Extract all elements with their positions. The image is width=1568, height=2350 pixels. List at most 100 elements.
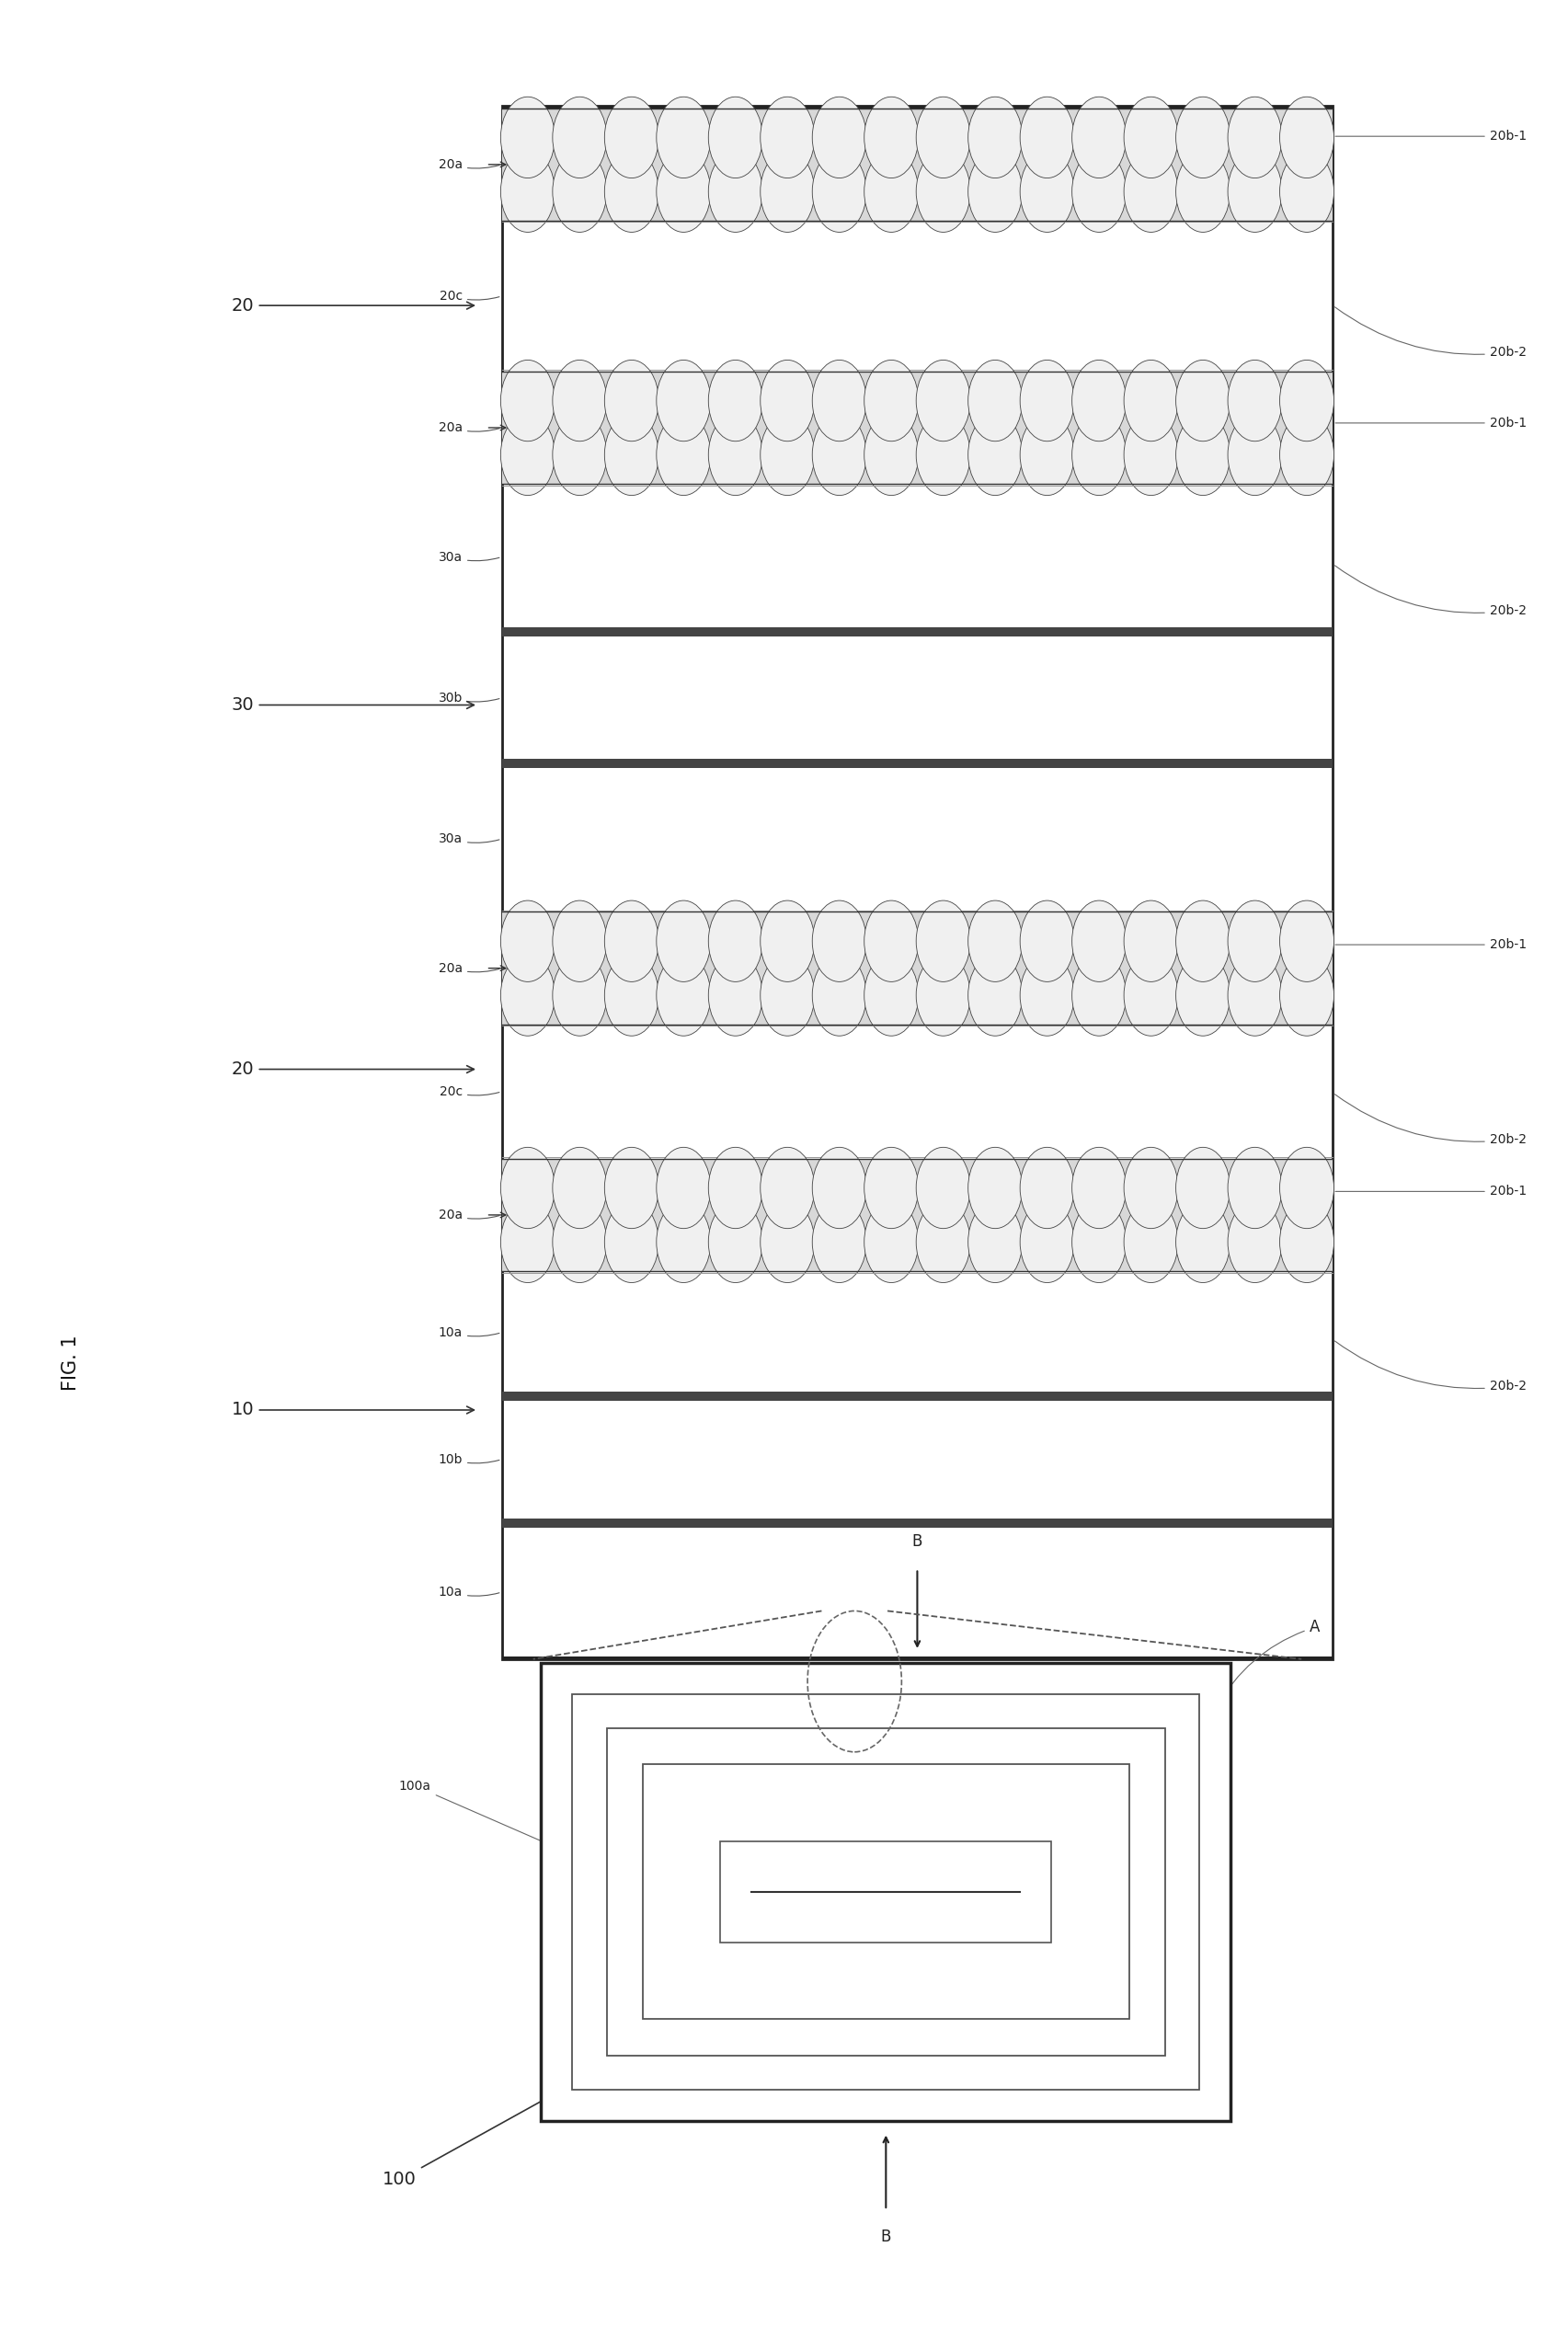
Circle shape xyxy=(500,900,555,982)
Circle shape xyxy=(657,1201,710,1283)
Bar xyxy=(541,1664,1231,2120)
Text: 20b-1: 20b-1 xyxy=(1336,129,1527,143)
Circle shape xyxy=(864,96,919,179)
Circle shape xyxy=(552,414,607,496)
Bar xyxy=(502,106,1333,1659)
Circle shape xyxy=(552,150,607,233)
Text: 20b-1: 20b-1 xyxy=(1336,1184,1527,1198)
Text: 20c: 20c xyxy=(439,289,499,303)
Text: 20c: 20c xyxy=(439,1086,499,1097)
Circle shape xyxy=(605,360,659,442)
Circle shape xyxy=(1279,360,1334,442)
Bar xyxy=(502,759,1333,768)
Circle shape xyxy=(1021,414,1074,496)
Circle shape xyxy=(1124,1147,1178,1229)
Text: 30a: 30a xyxy=(439,832,499,846)
Circle shape xyxy=(1021,96,1074,179)
Text: 20: 20 xyxy=(232,296,474,315)
Circle shape xyxy=(760,360,814,442)
Circle shape xyxy=(1176,150,1229,233)
Bar xyxy=(572,1694,1200,2089)
Circle shape xyxy=(1279,96,1334,179)
Circle shape xyxy=(500,360,555,442)
Circle shape xyxy=(1124,360,1178,442)
Circle shape xyxy=(1279,954,1334,1036)
Circle shape xyxy=(1279,150,1334,233)
Circle shape xyxy=(500,954,555,1036)
Circle shape xyxy=(864,360,919,442)
Text: 10b: 10b xyxy=(437,1452,499,1466)
Bar xyxy=(643,1765,1129,2019)
Circle shape xyxy=(1073,900,1126,982)
Circle shape xyxy=(552,954,607,1036)
Circle shape xyxy=(1228,360,1283,442)
Bar xyxy=(720,1842,1052,1941)
Circle shape xyxy=(605,414,659,496)
Bar xyxy=(502,912,1333,1025)
Circle shape xyxy=(605,900,659,982)
Circle shape xyxy=(1124,150,1178,233)
Circle shape xyxy=(605,1147,659,1229)
Circle shape xyxy=(916,1147,971,1229)
Text: 20a: 20a xyxy=(439,157,499,172)
Circle shape xyxy=(1176,414,1229,496)
Text: 20b-1: 20b-1 xyxy=(1336,416,1527,430)
Circle shape xyxy=(760,414,814,496)
Circle shape xyxy=(709,414,762,496)
Circle shape xyxy=(1124,414,1178,496)
Text: B: B xyxy=(881,2228,891,2247)
Circle shape xyxy=(760,954,814,1036)
Circle shape xyxy=(1228,414,1283,496)
Circle shape xyxy=(1279,900,1334,982)
Circle shape xyxy=(500,96,555,179)
Bar xyxy=(502,1159,1333,1271)
Circle shape xyxy=(1021,900,1074,982)
Circle shape xyxy=(1176,900,1229,982)
Circle shape xyxy=(605,954,659,1036)
Text: 100: 100 xyxy=(383,2094,554,2188)
Circle shape xyxy=(1228,1201,1283,1283)
Circle shape xyxy=(1176,1147,1229,1229)
Text: 30a: 30a xyxy=(439,550,499,564)
Circle shape xyxy=(1279,1147,1334,1229)
Circle shape xyxy=(1228,96,1283,179)
Circle shape xyxy=(864,414,919,496)
Text: 10a: 10a xyxy=(439,1586,499,1598)
Circle shape xyxy=(1228,900,1283,982)
Circle shape xyxy=(1228,150,1283,233)
Circle shape xyxy=(552,1201,607,1283)
Circle shape xyxy=(657,96,710,179)
Circle shape xyxy=(709,900,762,982)
Text: 20a: 20a xyxy=(439,961,499,975)
Circle shape xyxy=(657,954,710,1036)
Circle shape xyxy=(812,414,867,496)
Circle shape xyxy=(657,414,710,496)
Circle shape xyxy=(916,150,971,233)
Circle shape xyxy=(1124,1201,1178,1283)
Circle shape xyxy=(1073,360,1126,442)
Circle shape xyxy=(1021,360,1074,442)
Circle shape xyxy=(1021,150,1074,233)
Circle shape xyxy=(1073,1201,1126,1283)
Circle shape xyxy=(864,900,919,982)
Circle shape xyxy=(709,96,762,179)
Circle shape xyxy=(967,96,1022,179)
Circle shape xyxy=(657,1147,710,1229)
Text: 20: 20 xyxy=(232,1060,474,1079)
Circle shape xyxy=(967,360,1022,442)
Text: FIG. 1: FIG. 1 xyxy=(61,1335,80,1391)
Circle shape xyxy=(967,954,1022,1036)
Circle shape xyxy=(760,1201,814,1283)
Circle shape xyxy=(812,96,867,179)
Circle shape xyxy=(500,150,555,233)
Circle shape xyxy=(1124,954,1178,1036)
Circle shape xyxy=(1073,96,1126,179)
Circle shape xyxy=(760,96,814,179)
Circle shape xyxy=(760,150,814,233)
Circle shape xyxy=(500,1201,555,1283)
Circle shape xyxy=(1176,954,1229,1036)
Circle shape xyxy=(1176,1201,1229,1283)
Circle shape xyxy=(709,1147,762,1229)
Circle shape xyxy=(1021,954,1074,1036)
Text: 100a: 100a xyxy=(398,1779,602,1868)
